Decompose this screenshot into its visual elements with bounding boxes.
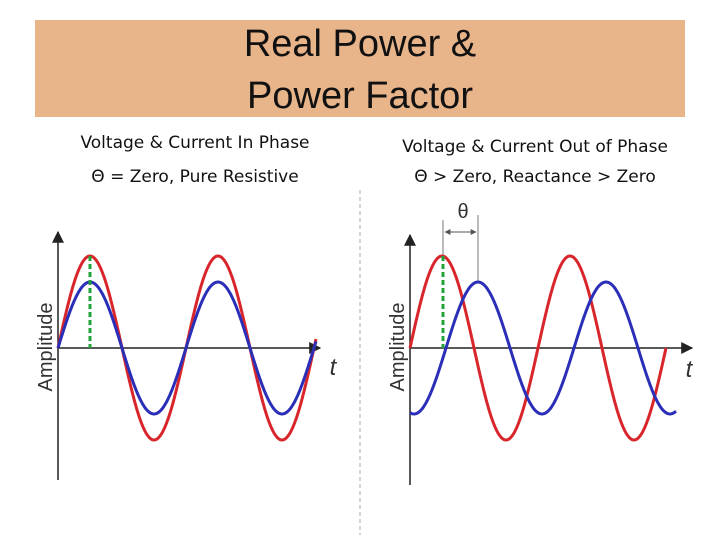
y-axis-label: Amplitude	[387, 303, 409, 392]
title-box	[35, 20, 685, 117]
wave	[56, 280, 318, 416]
y-axis-label: Amplitude	[35, 303, 57, 392]
caption: Voltage & Current In Phase	[80, 133, 309, 153]
caption: Θ > Zero, Reactance > Zero	[414, 167, 655, 187]
wave	[409, 280, 677, 416]
title-line: Real Power &	[244, 23, 476, 65]
waves	[56, 254, 677, 442]
caption: Voltage & Current Out of Phase	[402, 137, 668, 157]
x-axis-label: t	[330, 354, 338, 381]
wave	[408, 254, 668, 442]
x-axis-label: t	[686, 356, 694, 383]
caption: Θ = Zero, Pure Resistive	[91, 167, 298, 187]
theta-label: θ	[457, 201, 468, 223]
title-line: Power Factor	[247, 75, 473, 117]
